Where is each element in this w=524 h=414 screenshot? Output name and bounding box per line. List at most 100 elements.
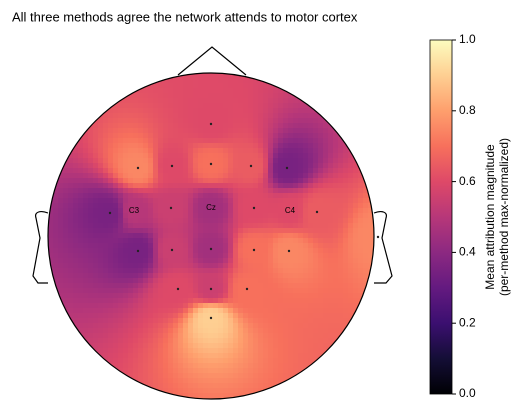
interp-cell	[173, 163, 179, 169]
interp-cell	[128, 103, 134, 109]
interp-cell	[93, 388, 99, 394]
interp-cell	[278, 228, 284, 234]
interp-cell	[253, 118, 259, 124]
interp-cell	[223, 348, 229, 354]
interp-cell	[48, 363, 54, 369]
interp-cell	[223, 363, 229, 369]
interp-cell	[98, 223, 104, 229]
interp-cell	[318, 308, 324, 314]
interp-cell	[48, 138, 54, 144]
interp-cell	[103, 238, 109, 244]
interp-cell	[108, 133, 114, 139]
interp-cell	[178, 383, 184, 389]
interp-cell	[108, 323, 114, 329]
interp-cell	[253, 313, 259, 319]
interp-cell	[228, 183, 234, 189]
interp-cell	[318, 373, 324, 379]
interp-cell	[298, 288, 304, 294]
interp-cell	[293, 238, 299, 244]
interp-cell	[63, 338, 69, 344]
interp-cell	[83, 198, 89, 204]
interp-cell	[248, 258, 254, 264]
interp-cell	[123, 283, 129, 289]
interp-cell	[213, 263, 219, 269]
interp-cell	[118, 278, 124, 284]
interp-cell	[148, 358, 154, 364]
interp-cell	[343, 153, 349, 159]
interp-cell	[233, 253, 239, 259]
interp-cell	[88, 333, 94, 339]
interp-cell	[93, 338, 99, 344]
interp-cell	[188, 228, 194, 234]
interp-cell	[113, 88, 119, 94]
interp-cell	[53, 93, 59, 99]
interp-cell	[68, 373, 74, 379]
interp-cell	[343, 203, 349, 209]
interp-cell	[193, 138, 199, 144]
interp-cell	[253, 228, 259, 234]
interp-cell	[293, 218, 299, 224]
interp-cell	[343, 363, 349, 369]
interp-cell	[313, 293, 319, 299]
interp-cell	[353, 163, 359, 169]
interp-cell	[128, 128, 134, 134]
interp-cell	[228, 163, 234, 169]
interp-cell	[73, 128, 79, 134]
interp-cell	[173, 198, 179, 204]
interp-cell	[253, 83, 259, 89]
interp-cell	[253, 178, 259, 184]
interp-cell	[208, 313, 214, 319]
interp-cell	[68, 88, 74, 94]
interp-cell	[358, 223, 364, 229]
interp-cell	[258, 168, 264, 174]
interp-cell	[293, 173, 299, 179]
interp-cell	[143, 313, 149, 319]
interp-cell	[123, 293, 129, 299]
interp-cell	[213, 258, 219, 264]
interp-cell	[263, 358, 269, 364]
interp-cell	[68, 103, 74, 109]
interp-cell	[173, 303, 179, 309]
interp-cell	[188, 83, 194, 89]
interp-cell	[113, 213, 119, 219]
interp-cell	[313, 323, 319, 329]
interp-cell	[53, 233, 59, 239]
interp-cell	[123, 88, 129, 94]
interp-cell	[63, 393, 69, 399]
interp-cell	[143, 368, 149, 374]
interp-cell	[133, 283, 139, 289]
interp-cell	[258, 148, 264, 154]
interp-cell	[138, 118, 144, 124]
interp-cell	[203, 238, 209, 244]
interp-cell	[213, 253, 219, 259]
interp-cell	[278, 158, 284, 164]
interp-cell	[188, 103, 194, 109]
interp-cell	[138, 128, 144, 134]
interp-cell	[123, 303, 129, 309]
interp-cell	[103, 223, 109, 229]
interp-cell	[73, 103, 79, 109]
interp-cell	[233, 328, 239, 334]
interp-cell	[63, 73, 69, 79]
interp-cell	[358, 158, 364, 164]
interp-cell	[278, 183, 284, 189]
interp-cell	[123, 223, 129, 229]
interp-cell	[368, 383, 374, 389]
interp-cell	[73, 383, 79, 389]
interp-cell	[103, 158, 109, 164]
interp-cell	[163, 333, 169, 339]
interp-cell	[183, 308, 189, 314]
interp-cell	[88, 193, 94, 199]
interp-cell	[373, 333, 374, 339]
interp-cell	[283, 363, 289, 369]
interp-cell	[118, 378, 124, 384]
interp-cell	[343, 73, 349, 79]
interp-cell	[148, 178, 154, 184]
interp-cell	[78, 268, 84, 274]
interp-cell	[188, 293, 194, 299]
interp-cell	[158, 168, 164, 174]
interp-cell	[333, 218, 339, 224]
interp-cell	[128, 308, 134, 314]
interp-cell	[358, 213, 364, 219]
interp-cell	[238, 213, 244, 219]
